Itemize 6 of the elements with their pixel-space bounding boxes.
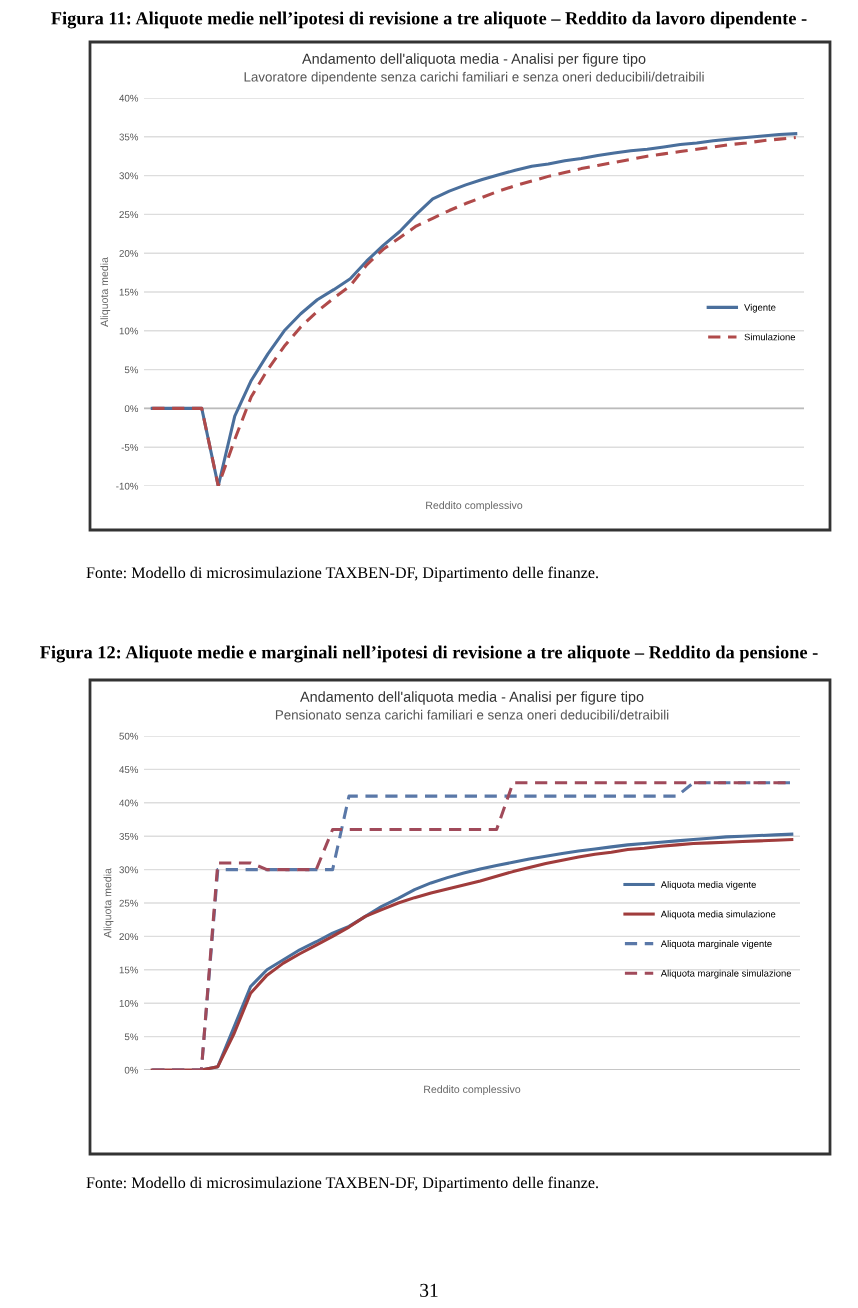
line-series bbox=[150, 781, 794, 1070]
text: Figura 12: Aliquote medie e marginali nell’ipotesi di revisione a tre aliquote – Reddito da pensione - bbox=[40, 645, 818, 663]
source-note: Fonte: Modello di microsimulazione TAXBEN-DF, Dipartimento delle finanze. bbox=[86, 566, 598, 582]
text: 31 bbox=[420, 1283, 438, 1297]
source-note: Fonte: Modello di microsimulazione TAXBEN-DF, Dipartimento delle finanze. bbox=[86, 1176, 598, 1192]
text: Figura 11: Aliquote medie nell’ipotesi di revisione a tre aliquote – Reddito da lavoro dipendente - bbox=[51, 11, 807, 29]
